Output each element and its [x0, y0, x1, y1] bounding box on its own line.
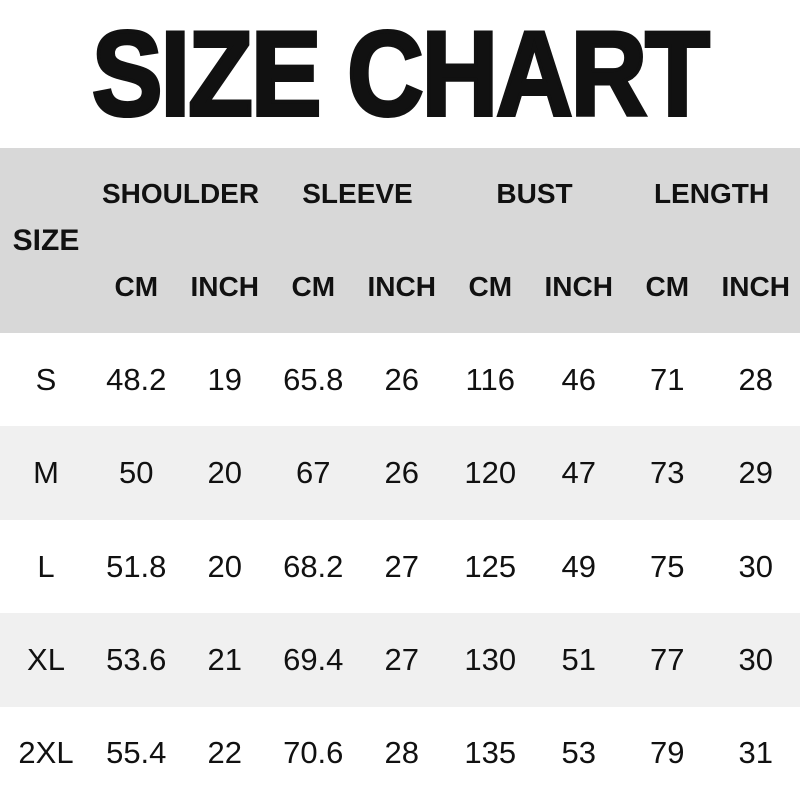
measurement-cell: 73: [650, 455, 685, 491]
row-size-label: XL: [27, 641, 65, 677]
measurement-cell: 46: [561, 361, 596, 397]
unit-header-shoulder-cm: CM: [114, 270, 159, 302]
measurement-cell: 22: [207, 735, 242, 771]
measurement-cell: 125: [464, 548, 517, 584]
measurement-cell: 26: [384, 361, 419, 397]
unit-header-length-cm: CM: [645, 270, 690, 302]
group-header-length: LENGTH: [653, 178, 770, 210]
measurement-cell: 55.4: [106, 735, 167, 771]
measurement-cell: 71: [650, 361, 685, 397]
measurement-cell: 30: [738, 548, 773, 584]
measurement-cell: 68.2: [283, 548, 344, 584]
measurement-cell: 28: [384, 735, 419, 771]
measurement-cell: 116: [465, 361, 515, 397]
measurement-cell: 135: [464, 735, 517, 771]
measurement-cell: 69.4: [283, 641, 344, 677]
measurement-cell: 51: [561, 641, 596, 677]
group-header-bust: BUST: [496, 178, 573, 210]
unit-header-sleeve-inch: INCH: [367, 270, 436, 302]
measurement-cell: 51.8: [106, 548, 167, 584]
table-row: XL 53.6 21 69.4 27 130 51 77 30: [0, 613, 800, 707]
table-header: SIZE SHOULDER SLEEVE BUST LENGTH CM INCH…: [0, 148, 800, 333]
row-size-label: L: [37, 548, 55, 584]
measurement-cell: 31: [738, 735, 773, 771]
measurement-cell: 130: [464, 641, 517, 677]
measurement-cell: 67: [296, 455, 331, 491]
measurement-cell: 30: [738, 641, 773, 677]
measurement-cell: 77: [650, 641, 685, 677]
unit-header-sleeve-cm: CM: [291, 270, 336, 302]
title-area: SIZE CHART: [0, 0, 800, 148]
table-row: M 50 20 67 26 120 47 73 29: [0, 426, 800, 520]
measurement-cell: 20: [207, 455, 242, 491]
measurement-cell: 120: [464, 455, 517, 491]
measurement-cell: 53: [561, 735, 596, 771]
group-header-shoulder: SHOULDER: [101, 178, 260, 210]
measurement-cell: 50: [119, 455, 154, 491]
measurement-cell: 21: [207, 641, 242, 677]
unit-header-bust-inch: INCH: [544, 270, 613, 302]
measurement-cell: 27: [384, 641, 419, 677]
unit-header-bust-cm: CM: [468, 270, 513, 302]
measurement-cell: 27: [384, 548, 419, 584]
table-body: S 48.2 19 65.8 26 116 46 71 28 M 50 20 67 26 120 47 73 29…: [0, 333, 800, 800]
row-size-label: S: [35, 361, 57, 397]
measurement-cell: 48.2: [106, 361, 167, 397]
measurement-cell: 20: [207, 548, 242, 584]
measurement-cell: 26: [384, 455, 419, 491]
measurement-cell: 28: [738, 361, 773, 397]
unit-header-length-inch: INCH: [721, 270, 790, 302]
row-size-label: 2XL: [18, 735, 74, 771]
table-row: L 51.8 20 68.2 27 125 49 75 30: [0, 519, 800, 614]
row-size-label: M: [33, 455, 59, 491]
measurement-cell: 53.6: [106, 641, 167, 677]
measurement-cell: 19: [207, 361, 242, 397]
page-title: SIZE CHART: [90, 7, 711, 141]
measurement-cell: 70.6: [283, 735, 344, 771]
size-column-header: SIZE: [12, 223, 80, 257]
group-header-sleeve: SLEEVE: [302, 178, 413, 210]
measurement-cell: 65.8: [283, 361, 344, 397]
unit-header-shoulder-inch: INCH: [190, 270, 259, 302]
measurement-cell: 47: [561, 455, 596, 491]
measurement-cell: 49: [561, 548, 596, 584]
table-row: S 48.2 19 65.8 26 116 46 71 28: [0, 333, 800, 427]
measurement-cell: 79: [650, 735, 685, 771]
measurement-cell: 75: [650, 548, 685, 584]
measurement-cell: 29: [738, 455, 773, 491]
table-row: 2XL 55.4 22 70.6 28 135 53 79 31: [0, 706, 800, 800]
